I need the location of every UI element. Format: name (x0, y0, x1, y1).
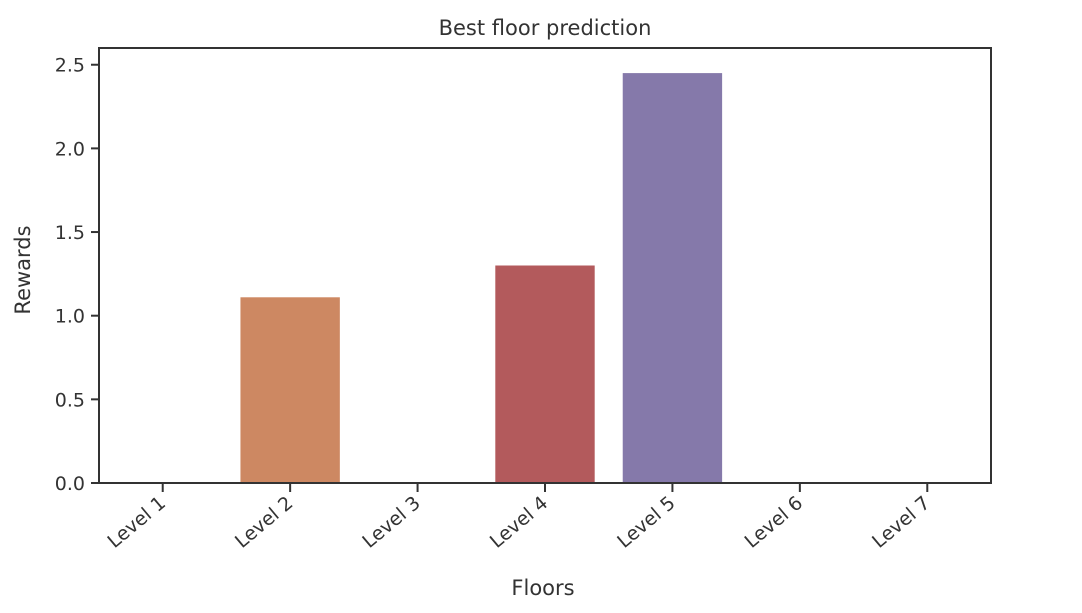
y-tick-label: 0.0 (55, 473, 85, 495)
x-tick-label: Level 3 (358, 492, 424, 553)
y-axis-label: Rewards (11, 225, 35, 314)
y-tick-label: 0.5 (55, 389, 85, 411)
x-axis-label: Floors (511, 576, 574, 600)
chart-title: Best floor prediction (439, 16, 652, 40)
x-tick-label: Level 5 (613, 492, 679, 553)
y-axis: 0.0 0.5 1.0 1.5 2.0 2.5 (55, 55, 99, 495)
x-tick-label: Level 1 (103, 492, 169, 553)
x-tick-label: Level 6 (741, 492, 807, 553)
x-tick-label: Level 4 (486, 492, 552, 553)
bars-layer (240, 73, 723, 483)
bar-level-5 (622, 73, 723, 483)
x-axis: Level 1 Level 2 Level 3 Level 4 Level 5 Level… (103, 483, 934, 553)
y-tick-label: 1.0 (55, 306, 85, 328)
bar-level-4 (495, 265, 595, 483)
bar-level-2 (240, 297, 340, 483)
x-tick-label: Level 7 (868, 492, 934, 553)
x-tick-label: Level 2 (231, 492, 297, 553)
y-tick-label: 2.5 (55, 55, 85, 77)
y-tick-label: 2.0 (55, 138, 85, 160)
y-tick-label: 1.5 (55, 222, 85, 244)
